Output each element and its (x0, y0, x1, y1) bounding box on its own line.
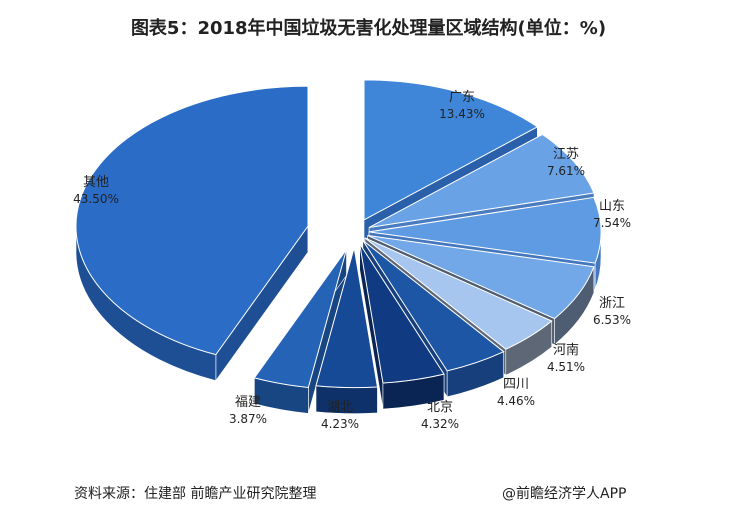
slice-value-10: 43.50% (73, 192, 119, 206)
pie-slice-4-top (367, 235, 595, 320)
pie-slice-5-top (364, 237, 553, 350)
slice-value-2: 7.61% (547, 164, 585, 178)
slice-label-8: 湖北 (327, 400, 353, 415)
slice-value-3: 7.54% (593, 216, 631, 230)
chart-title: 图表5：2018年中国垃圾无害化处理量区域结构(单位：%) (130, 18, 607, 39)
slice-value-6: 4.46% (497, 394, 535, 408)
slice-value-7: 4.32% (421, 417, 459, 431)
slice-label-7: 北京 (427, 400, 453, 415)
slice-value-1: 13.43% (439, 107, 485, 121)
slice-value-5: 4.51% (547, 360, 585, 374)
pie-slice-9-top (253, 249, 347, 388)
slice-value-4: 6.53% (593, 313, 631, 327)
pie-slice-7 (359, 242, 445, 410)
pie-slice-8 (315, 247, 379, 414)
pie-slice-9 (253, 248, 347, 414)
slice-label-6: 四川 (503, 377, 529, 392)
slice-label-2: 江苏 (553, 146, 579, 162)
pie-slice-10 (75, 85, 309, 382)
slice-label-4: 浙江 (599, 296, 625, 311)
slice-label-3: 山东 (599, 199, 625, 214)
slice-value-8: 4.23% (321, 417, 359, 431)
slice-label-1: 广东 (449, 90, 475, 105)
slice-label-5: 河南 (553, 342, 579, 358)
pie-slice-7-top (359, 243, 445, 384)
slice-value-9: 3.87% (229, 412, 267, 426)
source-note: 资料来源：住建部 前瞻产业研究院整理 (74, 486, 317, 502)
credit-note: @前瞻经济学人APP (502, 486, 627, 502)
slice-label-10: 其他 (83, 175, 109, 190)
pie-slice-2-top (368, 133, 595, 228)
slice-label-9: 福建 (235, 395, 261, 410)
pie-slice-10-top (75, 85, 309, 356)
pie-slice-6-top (362, 240, 505, 372)
pie-slice-1-top (363, 79, 539, 221)
pie-slice-3-top (368, 196, 602, 264)
pie-slice-8-top (315, 247, 379, 389)
